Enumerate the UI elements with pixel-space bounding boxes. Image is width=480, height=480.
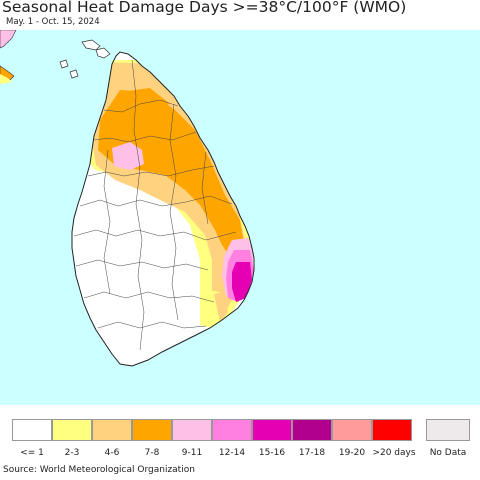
- legend-swatch-4: [172, 419, 212, 441]
- legend-swatch-0: [12, 419, 52, 441]
- legend-label: 2-3: [64, 448, 80, 458]
- legend-swatch-9: [372, 419, 412, 441]
- legend-swatch-2: [92, 419, 132, 441]
- legend-swatch-5: [212, 419, 252, 441]
- legend-label: 19-20: [338, 448, 366, 458]
- legend-label: >20 days: [372, 448, 416, 458]
- map: [0, 30, 480, 405]
- legend-label: 4-6: [104, 448, 120, 458]
- coastline: [71, 51, 255, 367]
- legend-swatch-8: [332, 419, 372, 441]
- legend-swatch-no-data: [426, 419, 470, 441]
- legend-label-no-data: No Data: [429, 448, 467, 458]
- sri-lanka-map: [0, 30, 480, 405]
- legend-label: 15-16: [258, 448, 286, 458]
- legend-label: 7-8: [144, 448, 160, 458]
- legend: <= 1 2-3 4-6 7-8 9-11 12-14 15-16 17-18 …: [0, 405, 480, 465]
- legend-swatch-3: [132, 419, 172, 441]
- legend-swatch-6: [252, 419, 292, 441]
- india-coast: [0, 30, 17, 49]
- legend-label: <= 1: [20, 448, 44, 458]
- legend-swatch-1: [52, 419, 92, 441]
- legend-label: 12-14: [218, 448, 246, 458]
- map-title: Seasonal Heat Damage Days >=38°C/100°F (…: [2, 0, 407, 16]
- legend-swatch-7: [292, 419, 332, 441]
- legend-label: 9-11: [181, 448, 203, 458]
- district-borders: [73, 59, 237, 351]
- heat-zones: [72, 52, 254, 366]
- source-credit: Source: World Meteorological Organizatio…: [3, 465, 195, 475]
- date-range: May. 1 - Oct. 15, 2024: [6, 17, 100, 27]
- legend-label: 17-18: [298, 448, 326, 458]
